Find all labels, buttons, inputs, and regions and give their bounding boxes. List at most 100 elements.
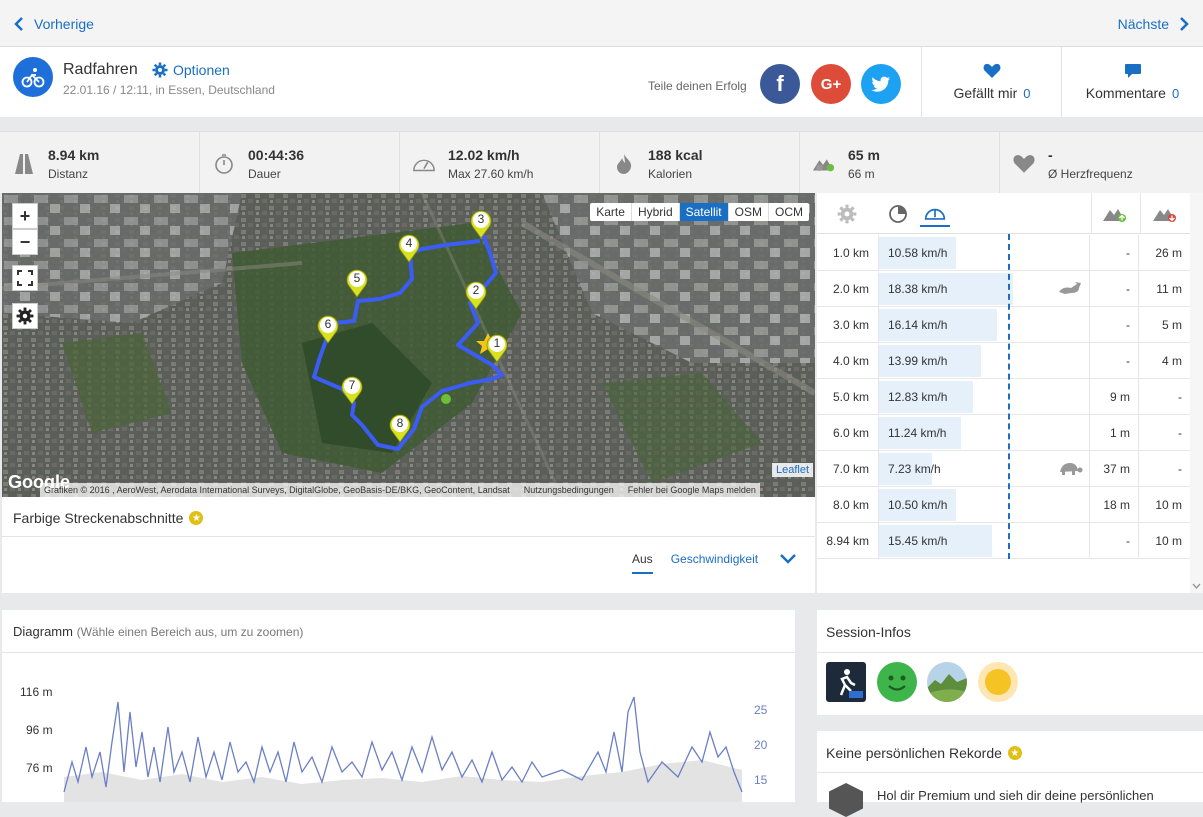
elevation-speed-chart[interactable]: 116 m 96 m 76 m 25 20 15: [2, 652, 795, 802]
route-map[interactable]: 1 2 3 4 5 6 7 8 + − Karte Hybrid Satellit OSM O…: [2, 193, 815, 497]
segments-panel: Farbige Streckenabschnitte ★ Aus Geschwi…: [2, 497, 815, 593]
fullscreen-button[interactable]: [12, 265, 38, 291]
diagram-hint: (Wähle einen Bereich aus, um zu zoomen): [76, 625, 304, 639]
split-distance: 7.0 km: [832, 462, 869, 476]
split-distance: 8.0 km: [832, 498, 869, 512]
map-type-satellit[interactable]: Satellit: [679, 203, 729, 221]
route-marker-7[interactable]: 7: [340, 375, 364, 405]
divider: [1140, 193, 1141, 234]
options-label: Optionen: [173, 62, 230, 78]
y-axis-right-label: 25: [754, 703, 768, 717]
tab-speed[interactable]: [920, 201, 950, 227]
smiley-happy-icon: [877, 662, 917, 702]
split-speed: 10.50 km/h: [888, 498, 948, 512]
y-axis-right-label: 15: [754, 773, 768, 787]
average-speed-line: [1008, 234, 1010, 559]
split-elevation-gain: 18 m: [1091, 487, 1139, 523]
split-row: 6.0 km 11.24 km/h 1 m -: [817, 415, 1190, 451]
pie-clock-icon: [889, 205, 907, 223]
splits-scrollbar[interactable]: [1190, 193, 1203, 593]
route-marker-6[interactable]: 6: [316, 314, 340, 344]
route-marker-3[interactable]: 3: [469, 209, 493, 239]
comment-bubble-icon: [1124, 64, 1141, 78]
map-type-hybrid[interactable]: Hybrid: [632, 203, 680, 221]
route-marker-label: 4: [405, 236, 413, 250]
records-promo-text: Hol dir Premium und sieh dir deine persö…: [877, 788, 1154, 803]
satellite-imagery: [2, 193, 815, 497]
split-speed-bar: [879, 489, 956, 521]
stat-value: 188 kcal: [648, 147, 703, 163]
terms-link[interactable]: Nutzungsbedingungen: [523, 485, 614, 495]
route-marker-label: 5: [353, 271, 361, 285]
tab-off[interactable]: Aus: [632, 552, 653, 574]
split-speed: 13.99 km/h: [888, 354, 948, 368]
previous-link[interactable]: Vorherige: [14, 16, 94, 32]
split-speed-bar: [879, 345, 981, 377]
like-count: 0: [1023, 86, 1031, 101]
report-error-link[interactable]: Fehler bei Google Maps melden: [627, 485, 756, 495]
route-marker-8[interactable]: 8: [388, 413, 412, 443]
route-marker-label: 8: [396, 416, 404, 430]
divider: [817, 652, 1203, 653]
route-marker-2[interactable]: 2: [464, 280, 488, 310]
heart-icon: [1012, 152, 1036, 176]
split-speed-cell: 18.38 km/h: [878, 271, 1090, 307]
chevron-down-icon[interactable]: [780, 552, 796, 567]
stat-value: 00:44:36: [248, 147, 305, 163]
route-marker-label: 6: [324, 317, 332, 331]
stat-label: Dauer: [248, 167, 281, 181]
stat-value: 8.94 km: [48, 147, 100, 163]
route-line: [312, 226, 504, 451]
route-marker-5[interactable]: 5: [345, 268, 369, 298]
splits-panel: 1.0 km 10.58 km/h - 26 m 2.0 km 18.38 km/h - 11…: [817, 193, 1203, 593]
route-marker-label: 1: [493, 336, 501, 350]
divider: [2, 536, 815, 537]
route-marker-label: 2: [472, 283, 480, 297]
route-marker-4[interactable]: 4: [397, 233, 421, 263]
split-distance: 4.0 km: [832, 354, 869, 368]
facebook-share-button[interactable]: f: [760, 64, 800, 104]
split-distance: 5.0 km: [832, 390, 869, 404]
split-row: 5.0 km 12.83 km/h 9 m -: [817, 379, 1190, 415]
leaflet-link[interactable]: Leaflet: [771, 463, 813, 477]
map-settings-button[interactable]: [12, 303, 38, 329]
tab-speed[interactable]: Geschwindigkeit: [670, 552, 759, 566]
split-elevation-loss: 11 m: [1156, 282, 1182, 296]
twitter-share-button[interactable]: [861, 64, 901, 104]
elevation-icon: [812, 152, 836, 176]
split-speed-cell: 10.58 km/h: [878, 235, 1090, 271]
map-type-osm[interactable]: OSM: [729, 203, 769, 221]
options-button[interactable]: Optionen: [152, 62, 230, 78]
speedometer-icon: [412, 152, 436, 176]
comments-button[interactable]: Kommentare 0: [1062, 47, 1203, 117]
route-marker-1[interactable]: 1: [485, 333, 509, 363]
zoom-out-button[interactable]: −: [12, 229, 38, 255]
activity-subtitle: 22.01.16 / 12:11, in Essen, Deutschland: [63, 83, 275, 97]
share-label: Teile deinen Erfolg: [648, 79, 747, 93]
map-type-ocm[interactable]: OCM: [775, 205, 803, 219]
session-info-panel: Session-Infos: [817, 610, 1203, 715]
split-speed-cell: 16.14 km/h: [878, 307, 1090, 343]
stopwatch-icon: [212, 152, 236, 176]
map-type-karte[interactable]: Karte: [590, 203, 632, 221]
split-elevation-loss: -: [1178, 426, 1182, 440]
zoom-in-button[interactable]: +: [12, 203, 38, 229]
next-link[interactable]: Nächste: [1118, 16, 1189, 32]
split-elevation-gain: 37 m: [1091, 451, 1139, 487]
google-plus-share-button[interactable]: G+: [811, 64, 851, 104]
split-speed-cell: 15.45 km/h: [878, 523, 1090, 559]
tab-pace[interactable]: [883, 201, 913, 227]
diagram-title: Diagramm (Wähle einen Bereich aus, um zu…: [13, 624, 303, 639]
route-marker-label: 7: [348, 378, 356, 392]
divider: [1061, 47, 1062, 117]
split-speed-cell: 10.50 km/h: [878, 487, 1090, 523]
divider: [1091, 193, 1092, 234]
splits-tabs: [817, 193, 1203, 234]
split-row: 3.0 km 16.14 km/h - 5 m: [817, 307, 1190, 343]
split-speed-bar: [879, 309, 997, 341]
split-elevation-loss: -: [1178, 462, 1182, 476]
top-nav: Vorherige Nächste: [0, 0, 1203, 47]
tab-settings[interactable]: [832, 201, 862, 227]
split-speed: 18.38 km/h: [888, 282, 948, 296]
like-button[interactable]: Gefällt mir 0: [922, 47, 1062, 117]
